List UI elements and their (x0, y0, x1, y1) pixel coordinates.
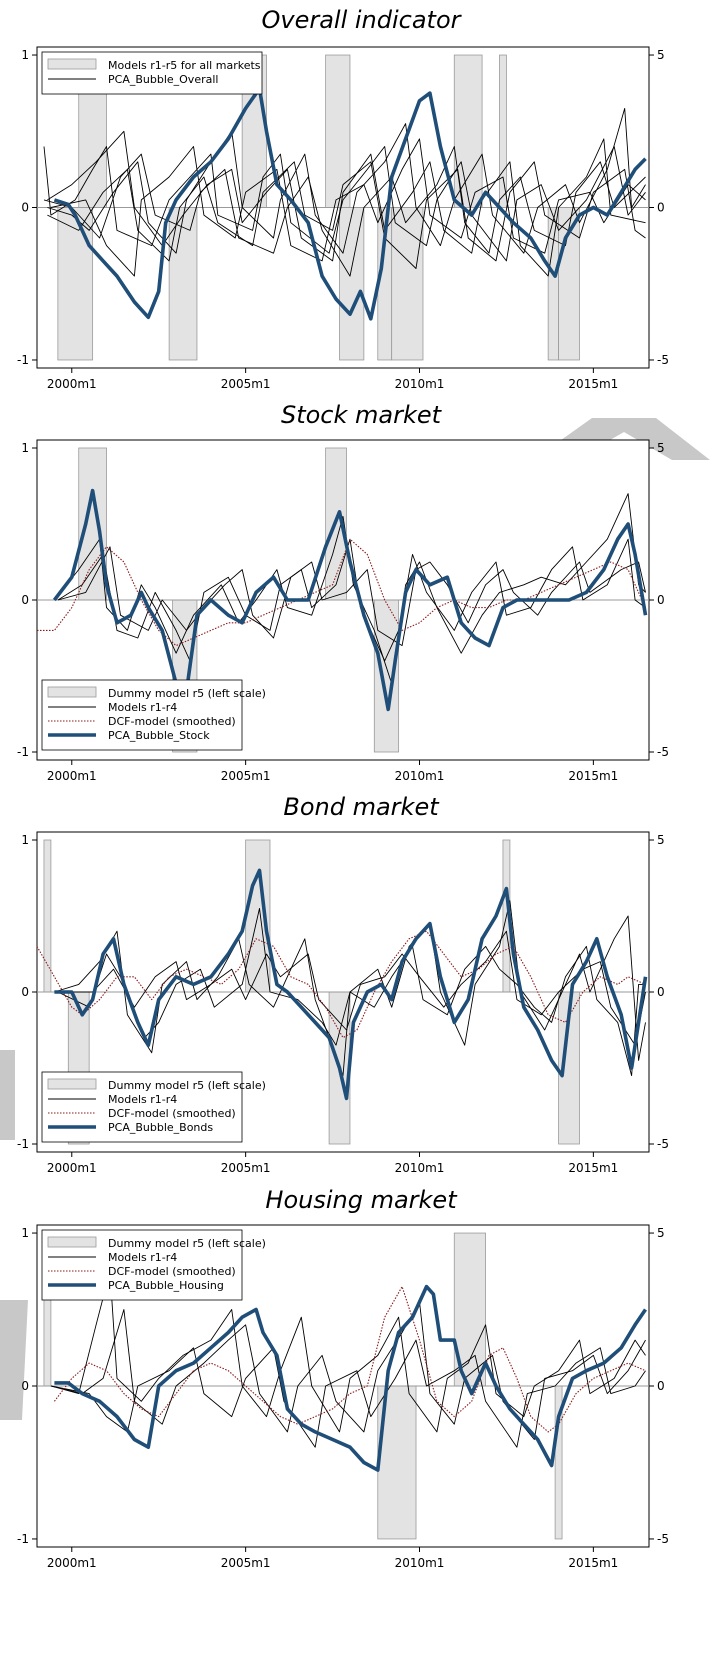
y-tick-label-right: -5 (657, 1532, 669, 1546)
model-series-line (43, 146, 646, 277)
y-tick-label-left: 0 (21, 985, 29, 999)
model-series-line (57, 538, 646, 662)
y-tick-label-left: -1 (17, 745, 29, 759)
model-series-line (61, 930, 646, 1046)
x-tick-label: 2005m1 (221, 1161, 271, 1175)
y-tick-label-left: 1 (21, 441, 29, 455)
dummy-bar (325, 54, 351, 208)
y-tick-label-right: 5 (657, 1226, 665, 1240)
x-tick-label: 2015m1 (568, 1556, 618, 1570)
x-tick-label: 2015m1 (568, 1161, 618, 1175)
y-tick-label-left: 1 (21, 48, 29, 62)
model-series-line (50, 1270, 646, 1433)
legend-label: PCA_Bubble_Stock (108, 729, 210, 742)
dummy-bar (168, 207, 198, 361)
y-tick-label-left: 1 (21, 833, 29, 847)
x-tick-label: 2015m1 (568, 377, 618, 391)
x-tick-label: 2000m1 (47, 769, 97, 783)
x-tick-label: 2005m1 (221, 769, 271, 783)
chart-panel-1: Overall indicator 1 5 0 0 -1 -5 2000m1 2005m1 201… (17, 6, 669, 391)
legend-label: DCF-model (smoothed) (108, 1107, 236, 1120)
y-tick-label-left: -1 (17, 1532, 29, 1546)
x-tick-label: 2010m1 (395, 1161, 445, 1175)
y-tick-label-right: 5 (657, 833, 665, 847)
x-tick-label: 2000m1 (47, 1556, 97, 1570)
y-tick-label-left: 1 (21, 1226, 29, 1240)
dummy-bar (78, 447, 107, 601)
legend-swatch (47, 686, 97, 698)
x-tick-label: 2015m1 (568, 769, 618, 783)
model-series-line (57, 907, 646, 1077)
y-tick-label-right: -5 (657, 745, 669, 759)
legend-label: Dummy model r5 (left scale) (108, 687, 266, 700)
x-tick-label: 2005m1 (221, 1556, 271, 1570)
legend-label: Dummy model r5 (left scale) (108, 1237, 266, 1250)
y-tick-label-right: -5 (657, 1137, 669, 1151)
dummy-bar (339, 207, 365, 361)
legend-label: PCA_Bubble_Overall (108, 73, 218, 86)
chart-title: Overall indicator (261, 6, 462, 34)
model-series-line (50, 1339, 646, 1448)
x-tick-label: 2000m1 (47, 377, 97, 391)
legend-label: PCA_Bubble_Bonds (108, 1121, 213, 1134)
dummy-bar (373, 599, 400, 753)
x-tick-label: 2010m1 (395, 1556, 445, 1570)
pca-series-line (53, 86, 647, 321)
legend-swatch (47, 58, 97, 70)
model-series-line (50, 1301, 646, 1440)
legend-swatch (47, 1236, 97, 1248)
y-tick-label-left: 0 (21, 201, 29, 215)
dummy-bar (453, 54, 483, 208)
chart-title: Stock market (281, 401, 443, 429)
y-tick-label-right: 0 (657, 1379, 665, 1393)
legend-label: Dummy model r5 (left scale) (108, 1079, 266, 1092)
legend-label: DCF-model (smoothed) (108, 715, 236, 728)
y-tick-label-left: 0 (21, 593, 29, 607)
model-series-line (43, 146, 646, 262)
y-tick-label-left: 0 (21, 1379, 29, 1393)
dcf-series-line (37, 538, 647, 647)
y-tick-label-right: 5 (657, 48, 665, 62)
y-tick-label-right: 0 (657, 593, 665, 607)
dummy-bar (499, 54, 507, 208)
watermark-chevron-4 (0, 1050, 15, 1140)
pca-series-line (54, 868, 648, 1101)
watermark-chevron-6 (0, 1300, 28, 1420)
chart-panel-3: Bond market 1 5 0 0 -1 -5 2000m1 2005m1 2010m1 201… (17, 793, 669, 1175)
model-series-line (47, 107, 646, 254)
dcf-series-line (53, 1286, 646, 1433)
dummy-bar (43, 839, 52, 993)
dummy-bar (57, 207, 94, 361)
x-tick-label: 2000m1 (47, 1161, 97, 1175)
y-tick-label-left: -1 (17, 1137, 29, 1151)
legend-label: Models r1-r4 (108, 701, 177, 714)
legend-label: Models r1-r4 (108, 1251, 177, 1264)
x-tick-label: 2005m1 (221, 377, 271, 391)
y-tick-label-right: -5 (657, 353, 669, 367)
legend-label: DCF-model (smoothed) (108, 1265, 236, 1278)
chart-panel-2: Stock market 1 5 0 0 -1 -5 2000m1 2005m1 2010m1 20… (17, 401, 669, 783)
pca-series-line (54, 1284, 647, 1472)
dummy-bar (391, 207, 424, 361)
chart-title: Housing market (265, 1186, 458, 1214)
x-tick-label: 2010m1 (395, 377, 445, 391)
pca-series-line (52, 488, 648, 712)
legend-label: Models r1-r4 (108, 1093, 177, 1106)
x-tick-label: 2010m1 (395, 769, 445, 783)
chart-title: Bond market (283, 793, 440, 821)
y-tick-label-left: -1 (17, 353, 29, 367)
dummy-bar (547, 207, 559, 361)
y-tick-label-right: 5 (657, 441, 665, 455)
y-tick-label-right: 0 (657, 201, 665, 215)
chart-panel-4: Housing market 1 5 0 0 -1 -5 2000m1 2005m1 2010m1… (17, 1186, 669, 1570)
legend-label: PCA_Bubble_Housing (108, 1279, 224, 1292)
model-series-line (50, 138, 646, 277)
legend-label: Models r1-r5 for all markets (108, 59, 261, 72)
legend-swatch (47, 1078, 97, 1090)
y-tick-label-right: 0 (657, 985, 665, 999)
